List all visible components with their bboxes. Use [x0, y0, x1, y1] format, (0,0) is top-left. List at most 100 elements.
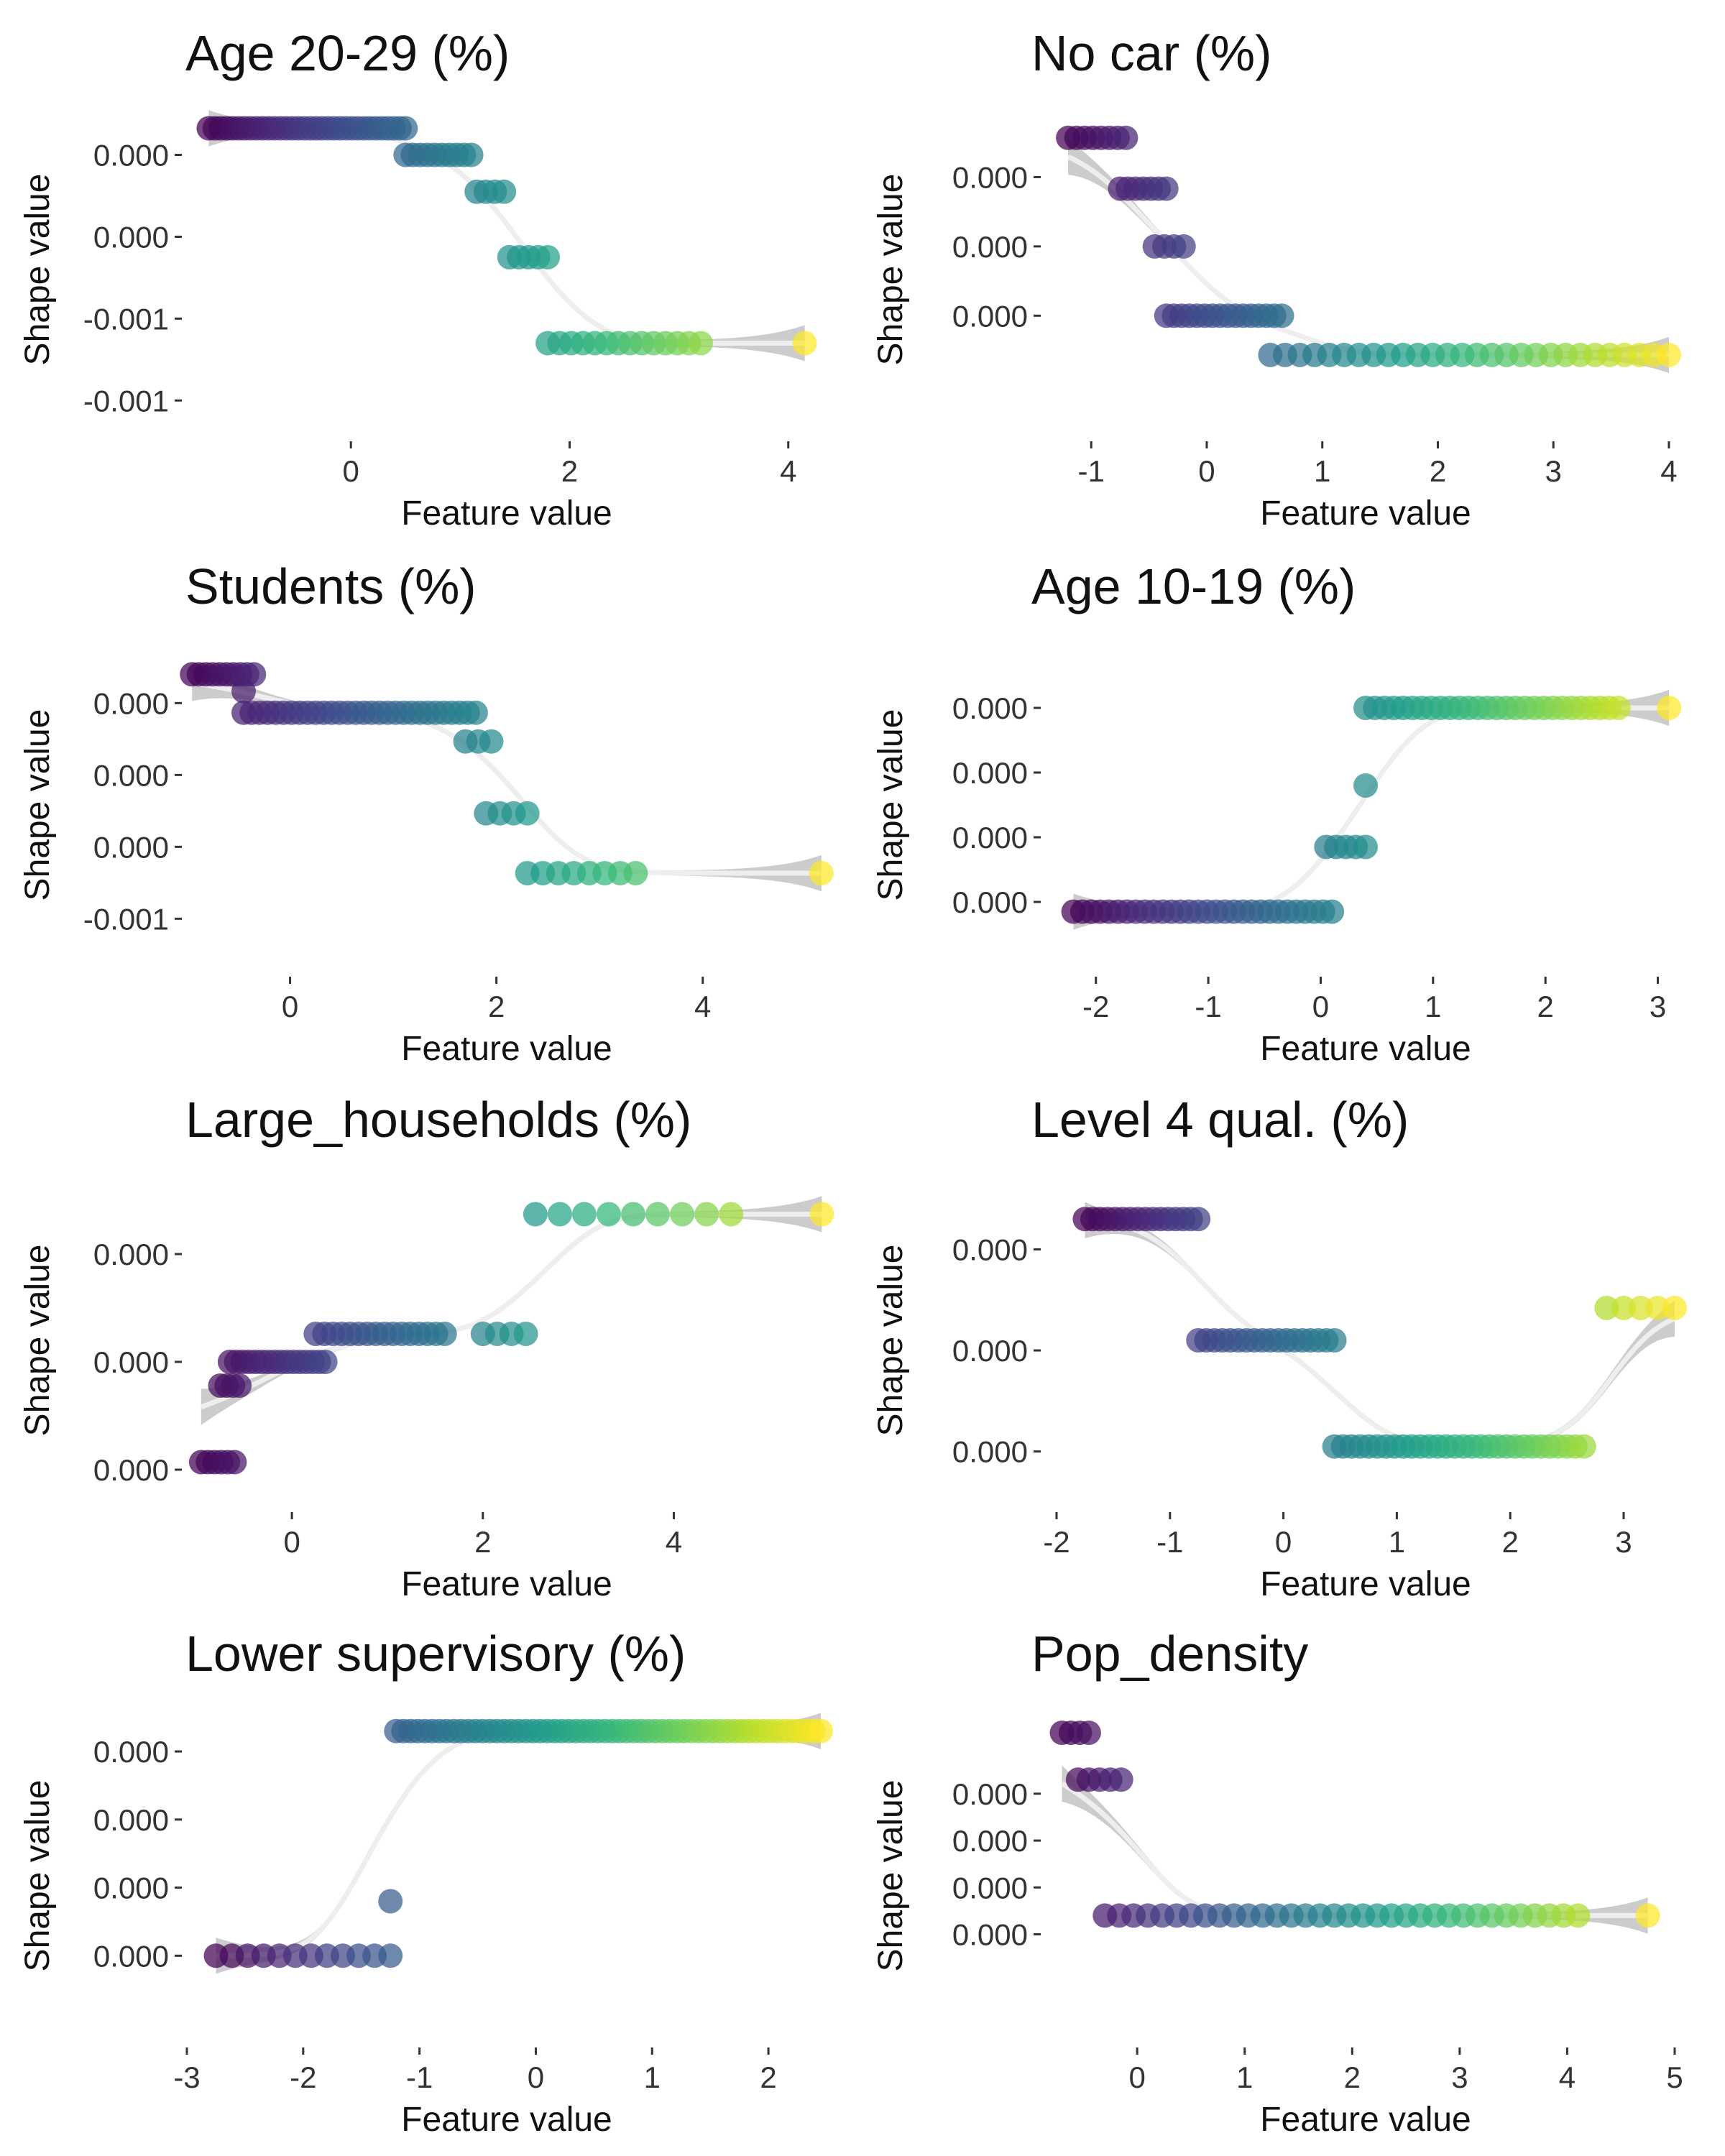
x-tick-label: 2 [1502, 1525, 1519, 1559]
x-tick-label: 2 [561, 454, 578, 488]
x-tick-label: 0 [528, 2060, 544, 2094]
y-tick-label: 0.000 [93, 1345, 169, 1379]
y-axis-title: Shape value [19, 1780, 57, 1972]
data-point [523, 1202, 548, 1227]
data-point [689, 331, 713, 356]
data-point [378, 1889, 403, 1914]
smooth-line [1085, 1217, 1676, 1449]
smooth-line [1060, 1781, 1648, 1918]
data-point [571, 1202, 597, 1227]
data-point [535, 244, 561, 270]
data-point [597, 1202, 621, 1227]
y-tick-label: 0.000 [93, 139, 169, 172]
data-point [378, 1943, 403, 1968]
smooth-confidence-band [216, 1713, 821, 1974]
y-tick-label: 0.000 [93, 1803, 169, 1837]
panel-2: -1 0 1 2 3 4 0.000 0.000 0.000 No car (%) Feature … [872, 25, 1681, 533]
data-point [670, 1202, 695, 1227]
panel-3: 0 2 4 0.000 0.000 0.000 -0.001 Students (%) Feat… [19, 558, 834, 1068]
data-point [1322, 1328, 1347, 1353]
x-tick-label: -1 [1156, 1525, 1183, 1559]
panel-4: -2 -1 0 1 2 3 0.000 0.000 0.000 0.000 Age 10-19 (%… [872, 558, 1682, 1068]
smooth-line [1073, 705, 1670, 914]
data-point [1113, 125, 1138, 150]
y-tick-label: 0.000 [952, 1777, 1028, 1811]
panel-title: Pop_density [1031, 1626, 1308, 1682]
x-tick-label: 4 [666, 1525, 682, 1559]
panel-7: -3 -2 -1 0 1 2 0.000 0.000 0.000 0.000 Lower super… [19, 1626, 833, 2139]
panel-6: -2 -1 0 1 2 3 0.000 0.000 0.000 Level 4 qual. (%)… [872, 1092, 1687, 1603]
x-tick-label: 1 [1425, 990, 1441, 1023]
y-tick-label: 0.000 [952, 1918, 1028, 1952]
data-point [479, 729, 504, 754]
y-axis-title: Shape value [19, 174, 57, 366]
data-point [242, 662, 267, 687]
x-tick-label: 0 [1198, 454, 1215, 488]
x-tick-label: 4 [780, 454, 796, 488]
smooth-confidence-band [201, 1196, 822, 1425]
data-point [1076, 1720, 1101, 1746]
data-point [1353, 773, 1378, 798]
data-point [808, 1718, 833, 1743]
smooth-confidence-band [1073, 689, 1670, 930]
panel-title: Large_households (%) [185, 1092, 691, 1148]
y-tick-label: -0.001 [83, 384, 169, 418]
y-tick-label: 0.000 [952, 230, 1028, 264]
y-tick-label: 0.000 [952, 691, 1028, 725]
x-tick-label: 0 [1312, 990, 1329, 1023]
panel-title: Lower supervisory (%) [185, 1626, 686, 1682]
y-axis-title: Shape value [19, 1245, 57, 1437]
y-tick-label: -0.001 [83, 902, 169, 936]
x-tick-label: 3 [1545, 454, 1562, 488]
panel-5: 0 2 4 0.000 0.000 0.000 Large_households (%) Fe… [19, 1092, 834, 1603]
y-tick-label: 0.000 [952, 160, 1028, 194]
smooth-confidence-band [192, 665, 822, 892]
data-point [393, 116, 418, 141]
data-point [1635, 1903, 1660, 1928]
data-point [809, 1202, 834, 1227]
x-tick-label: -2 [1043, 1525, 1070, 1559]
x-tick-label: 2 [488, 990, 505, 1023]
x-tick-label: 2 [474, 1525, 491, 1559]
y-tick-label: 0.000 [952, 756, 1028, 790]
data-point [1657, 342, 1681, 367]
x-tick-label: 0 [282, 990, 298, 1023]
y-tick-label: 0.000 [93, 686, 169, 720]
data-point [792, 331, 817, 356]
y-tick-label: 0.000 [952, 821, 1028, 854]
x-tick-label: 4 [1559, 2060, 1576, 2094]
data-point [1108, 1767, 1133, 1792]
data-point [1269, 303, 1294, 328]
x-tick-label: 1 [1314, 454, 1330, 488]
y-tick-label: 0.000 [952, 885, 1028, 919]
y-tick-label: 0.000 [952, 1871, 1028, 1904]
data-point [694, 1202, 719, 1227]
panel-title: Level 4 qual. (%) [1031, 1092, 1409, 1148]
data-point [459, 142, 484, 167]
y-tick-label: 0.000 [952, 1233, 1028, 1266]
x-axis-title: Feature value [401, 2101, 612, 2139]
x-tick-label: 4 [694, 990, 711, 1023]
x-axis-title: Feature value [1260, 1565, 1471, 1603]
x-tick-label: 0 [343, 454, 359, 488]
data-point [463, 700, 488, 725]
smooth-line [216, 1728, 821, 1958]
x-tick-label: 2 [760, 2060, 776, 2094]
y-axis-title: Shape value [872, 174, 910, 366]
data-point [492, 179, 517, 204]
data-point [1594, 1296, 1619, 1320]
x-tick-label: 0 [1275, 1525, 1292, 1559]
x-tick-label: 3 [1650, 990, 1666, 1023]
data-point [1611, 1296, 1636, 1320]
x-axis-title: Feature value [1260, 2101, 1471, 2139]
y-tick-label: 0.000 [952, 299, 1028, 333]
data-point [313, 1350, 338, 1374]
y-tick-label: 0.000 [93, 220, 169, 254]
x-tick-label: 1 [644, 2060, 661, 2094]
y-tick-label: -0.001 [83, 302, 169, 336]
smooth-line [208, 126, 805, 346]
panel-title: Students (%) [185, 558, 477, 614]
y-axis-title: Shape value [872, 1245, 910, 1437]
x-axis-title: Feature value [401, 1565, 612, 1603]
